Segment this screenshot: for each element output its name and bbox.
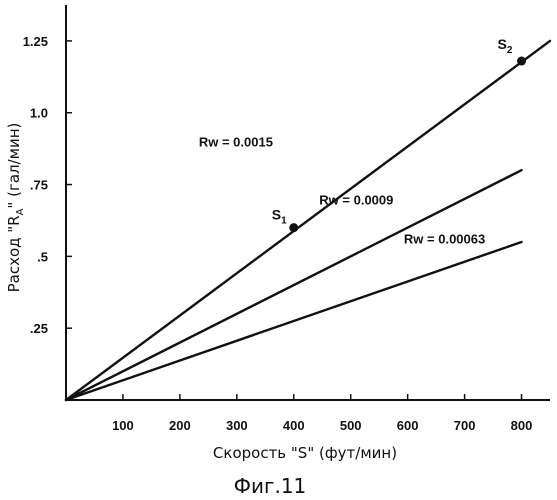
- x-tick-label: 300: [226, 418, 248, 433]
- series-label-3: Rw = 0.00063: [404, 231, 485, 246]
- y-tick-label: 1.25: [23, 34, 48, 49]
- series-label-1: Rw = 0.0015: [199, 134, 273, 149]
- x-tick-label: 100: [112, 418, 134, 433]
- series-line-3: [66, 242, 522, 400]
- y-tick-label: 1.0: [30, 106, 48, 121]
- x-tick-label: 700: [454, 418, 476, 433]
- figure-caption: Фиг.11: [234, 474, 307, 498]
- x-tick-label: 200: [169, 418, 191, 433]
- axes: [66, 5, 550, 400]
- y-tick-label: .25: [30, 321, 48, 336]
- point-label: S2: [498, 36, 513, 56]
- x-tick-label: 600: [397, 418, 419, 433]
- series-line-1: [66, 41, 550, 400]
- series-lines: [66, 41, 550, 400]
- series-label-2: Rw = 0.0009: [319, 193, 393, 208]
- x-axis-title: Скорость "S" (фут/мин): [213, 444, 397, 462]
- y-axis-title: Расход "RA" (гал/мин): [5, 123, 26, 293]
- y-tick-label: .75: [30, 178, 48, 193]
- y-tick-label: .5: [37, 249, 48, 264]
- point-marker: [517, 57, 526, 66]
- point-label: S1: [272, 207, 287, 227]
- x-tick-label: 400: [283, 418, 305, 433]
- x-tick-label: 800: [511, 418, 533, 433]
- labels: Rw = 0.0015 Rw = 0.0009 Rw = 0.00063 S1 S2 Ск…: [5, 36, 513, 498]
- series-line-2: [66, 170, 522, 400]
- point-marker: [289, 223, 298, 232]
- x-tick-label: 500: [340, 418, 362, 433]
